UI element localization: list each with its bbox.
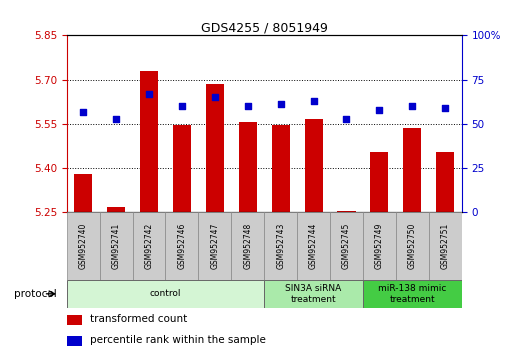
Title: GDS4255 / 8051949: GDS4255 / 8051949 [201,21,328,34]
Point [178,103,186,109]
Bar [67,336,83,346]
Bar [396,212,429,280]
Bar [330,212,363,280]
Bar [305,119,323,212]
Point [376,107,384,113]
Bar [231,212,264,280]
Text: control: control [150,289,181,298]
Bar [297,212,330,280]
Text: GSM952751: GSM952751 [441,223,450,269]
Bar [436,152,455,212]
Point [309,98,318,104]
Point [244,103,252,109]
Bar [165,212,199,280]
Text: GSM952746: GSM952746 [177,223,186,269]
Bar [370,152,388,212]
Bar [363,212,396,280]
Bar [140,71,158,212]
Bar [206,84,224,212]
Bar [264,212,297,280]
Bar [107,206,125,212]
Point [211,95,219,100]
Bar [199,212,231,280]
Bar [67,280,264,308]
Text: miR-138 mimic
treatment: miR-138 mimic treatment [378,284,446,303]
Bar [132,212,165,280]
Bar [173,125,191,212]
Text: GSM952748: GSM952748 [243,223,252,269]
Point [277,102,285,107]
Text: percentile rank within the sample: percentile rank within the sample [90,335,266,345]
Point [145,91,153,97]
Bar [338,211,356,212]
Bar [100,212,132,280]
Bar [74,174,92,212]
Bar [429,212,462,280]
Bar [67,315,83,325]
Text: GSM952744: GSM952744 [309,223,318,269]
Bar [363,280,462,308]
Text: GSM952747: GSM952747 [210,223,220,269]
Point [408,103,417,109]
Point [342,116,350,121]
Point [112,116,120,121]
Bar [239,122,257,212]
Point [441,105,449,111]
Text: GSM952740: GSM952740 [78,223,88,269]
Text: GSM952750: GSM952750 [408,223,417,269]
Text: GSM952749: GSM952749 [375,223,384,269]
Bar [264,280,363,308]
Bar [271,125,290,212]
Text: GSM952745: GSM952745 [342,223,351,269]
Point [79,109,87,114]
Text: GSM952741: GSM952741 [111,223,121,269]
Text: transformed count: transformed count [90,314,188,325]
Bar [403,128,421,212]
Bar [67,212,100,280]
Text: SIN3A siRNA
treatment: SIN3A siRNA treatment [285,284,342,303]
Text: GSM952743: GSM952743 [276,223,285,269]
Text: protocol: protocol [14,289,56,299]
Text: GSM952742: GSM952742 [145,223,153,269]
